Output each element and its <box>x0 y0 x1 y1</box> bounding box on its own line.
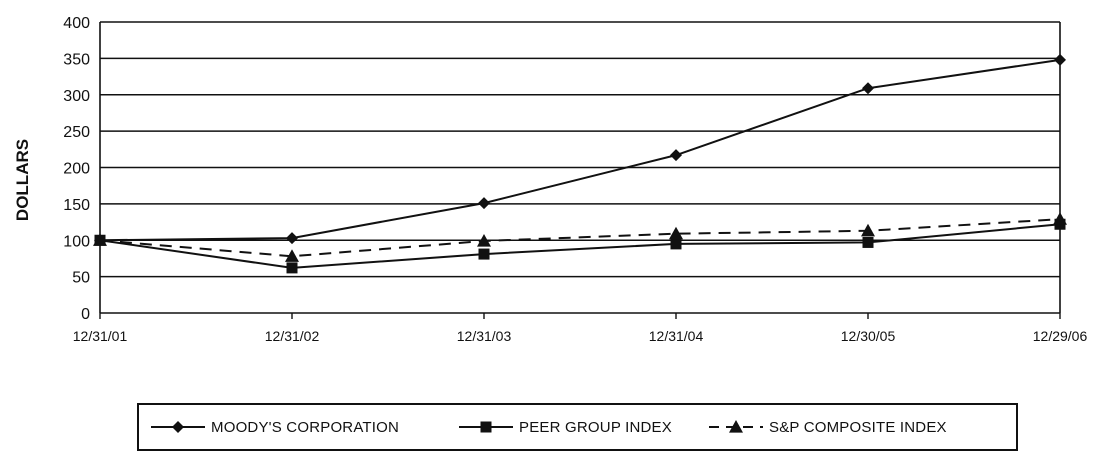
data-point-diamond <box>1054 53 1066 66</box>
x-tick-labels: 12/31/01 12/31/02 12/31/03 12/31/04 12/30/05… <box>73 313 1088 344</box>
data-point-diamond <box>478 197 490 210</box>
data-point-diamond <box>172 421 184 433</box>
legend-label: MOODY'S CORPORATION <box>211 418 400 436</box>
chart-legend: MOODY'S CORPORATION PEER GROUP INDEX S&P C… <box>137 403 1018 451</box>
y-axis-label: DOLLARS <box>13 139 32 221</box>
x-tick-label: 12/30/05 <box>841 328 896 344</box>
y-tick-label: 300 <box>63 88 90 105</box>
x-tick-label: 12/31/01 <box>73 328 128 344</box>
y-tick-label: 350 <box>63 51 90 68</box>
legend-item: MOODY'S CORPORATION <box>149 405 399 449</box>
legend-swatch <box>151 421 205 433</box>
x-tick-label: 12/31/03 <box>457 328 512 344</box>
data-point-square <box>862 236 874 248</box>
data-point-triangle <box>861 223 875 237</box>
legend-swatch <box>709 420 763 433</box>
data-point-diamond <box>286 232 298 245</box>
legend-swatch <box>459 421 513 433</box>
data-point-triangle <box>285 249 299 262</box>
y-tick-label: 200 <box>63 161 90 178</box>
grid-lines <box>100 21 1060 314</box>
y-tick-label: 250 <box>63 124 90 141</box>
series-layer <box>93 53 1067 274</box>
data-point-square <box>670 238 682 250</box>
data-point-square <box>478 248 490 260</box>
plot-frame <box>99 22 1061 313</box>
series-diamond <box>94 53 1066 247</box>
data-point-triangle <box>729 420 743 433</box>
x-tick-label: 12/31/04 <box>649 328 704 344</box>
y-tick-labels: 0 50 100 150 200 250 300 350 400 <box>63 15 90 323</box>
y-tick-label: 400 <box>63 15 90 32</box>
legend-label: S&P COMPOSITE INDEX <box>769 418 947 436</box>
series-line <box>99 218 1061 258</box>
legend-label: PEER GROUP INDEX <box>519 418 672 436</box>
y-tick-label: 150 <box>63 197 90 214</box>
series-line <box>99 223 1061 269</box>
data-point-diamond <box>862 82 874 95</box>
y-tick-label: 50 <box>72 270 90 287</box>
legend-item: PEER GROUP INDEX <box>457 405 672 449</box>
data-point-square <box>480 421 492 433</box>
data-point-triangle <box>477 233 491 247</box>
data-point-triangle <box>1053 212 1067 225</box>
data-point-diamond <box>670 149 682 162</box>
legend-item: S&P COMPOSITE INDEX <box>707 405 947 449</box>
series-line <box>99 58 1061 242</box>
series-triangle <box>93 212 1067 262</box>
x-tick-label: 12/29/06 <box>1033 328 1088 344</box>
y-tick-label: 0 <box>81 306 90 323</box>
data-point-triangle <box>93 233 107 246</box>
data-point-triangle <box>669 226 683 240</box>
data-point-square <box>286 262 298 274</box>
x-tick-label: 12/31/02 <box>265 328 320 344</box>
y-tick-label: 100 <box>63 233 90 250</box>
